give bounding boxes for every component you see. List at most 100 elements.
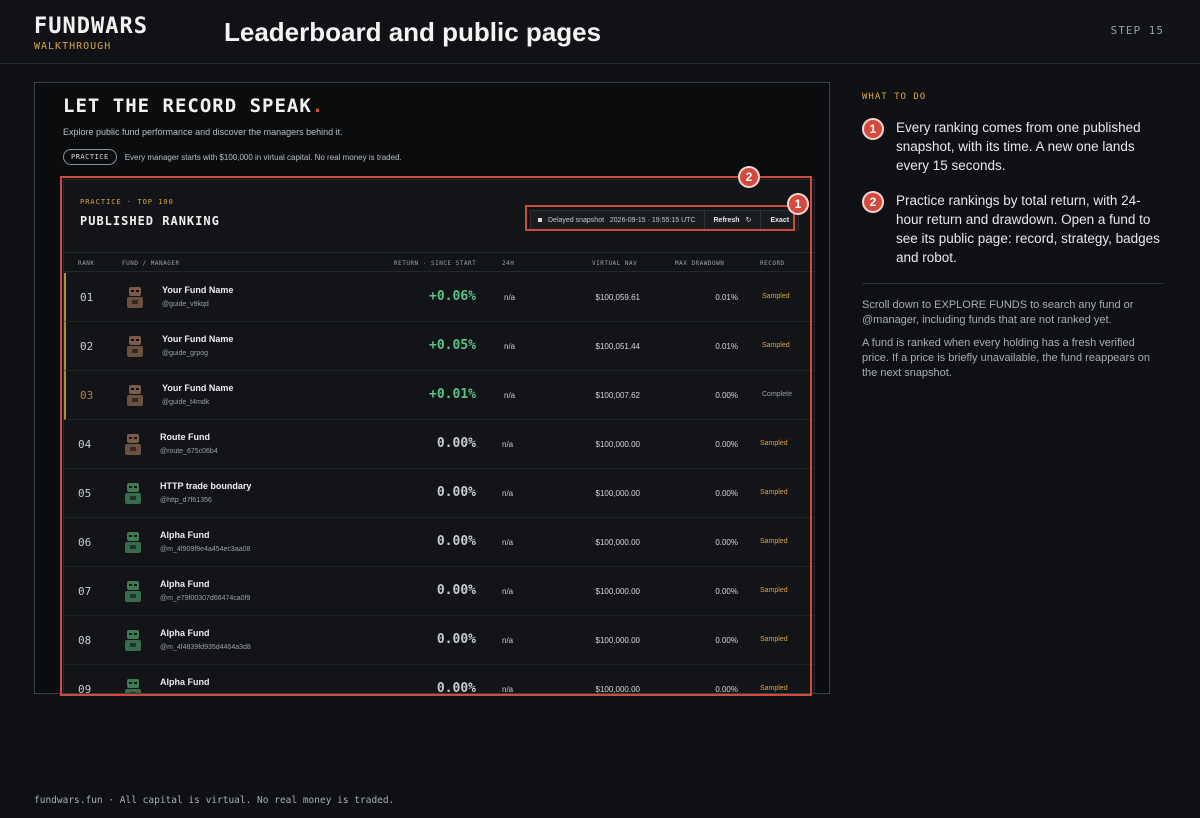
return-24h-cell: n/a [504,293,516,302]
return-24h-cell: n/a [502,440,514,449]
return-cell: 0.00% [436,534,476,549]
instruction-step-1: 1 Every ranking comes from one published… [862,118,1164,175]
brand-name: FUNDWARS [34,14,148,39]
manager-handle[interactable]: @guide_t4mdk [162,399,210,406]
robot-avatar-icon [122,481,144,507]
fund-name[interactable]: Alpha Fund [160,530,210,540]
rank-cell: 09 [78,683,92,694]
virtual-nav-cell: $100,000.00 [595,587,641,596]
table-row[interactable]: 07 Alpha Fund @m_e79f00307d66474ca0f9 0.… [64,567,816,616]
robot-avatar-icon [124,285,146,311]
record-cell: Sampled [760,489,788,496]
virtual-nav-cell: $100,000.00 [595,636,641,645]
record-cell: Complete [762,391,792,398]
manager-handle[interactable]: @http_d7f61356 [160,497,212,504]
hero-description: Explore public fund performance and disc… [63,127,343,137]
manager-handle[interactable]: @m_e79f00307d66474ca0f9 [160,595,251,602]
manager-handle[interactable]: @m_4f4839fd935d4464a3d8 [160,644,251,651]
rank-cell: 04 [78,438,92,451]
manager-handle[interactable]: @m_4f909f9e4a454ec3aa08 [160,546,251,553]
fund-name[interactable]: Alpha Fund [160,677,210,687]
robot-avatar-icon [124,383,146,409]
table-row[interactable]: 03 Your Fund Name @guide_t4mdk +0.01% n/… [64,371,816,420]
table-row[interactable]: 08 Alpha Fund @m_4f4839fd935d4464a3d8 0.… [64,616,816,665]
refresh-label: Refresh [713,216,740,224]
page-title: Leaderboard and public pages [224,17,602,47]
table-row[interactable]: 05 HTTP trade boundary @http_d7f61356 0.… [64,469,816,518]
snapshot-bar: Delayed snapshot 2026-09-15 · 19:55:15 U… [530,210,800,230]
step-number-1: 1 [862,118,884,140]
hero-title-dot: . [311,95,325,117]
ranking-panel: PRACTICE · TOP 100 PUBLISHED RANKING Del… [63,179,816,694]
fund-name[interactable]: Your Fund Name [162,334,234,344]
brand: FUNDWARS WALKTHROUGH [34,14,148,52]
ranking-rule-note: A fund is ranked when every holding has … [862,337,1150,379]
drawdown-cell: 0.00% [715,685,738,694]
return-cell: 0.00% [436,632,476,647]
record-cell: Sampled [760,636,788,643]
footer: fundwars.fun · All capital is virtual. N… [34,795,395,806]
robot-avatar-icon [122,628,144,654]
virtual-nav-cell: $100,000.00 [595,489,641,498]
col-fund: FUND / MANAGER [122,260,180,267]
record-cell: Sampled [762,293,790,300]
manager-handle[interactable]: @guide_grpog [162,350,209,357]
col-rank: RANK [78,260,95,267]
robot-avatar-icon [122,530,144,556]
drawdown-cell: 0.00% [715,538,738,547]
refresh-icon: ↻ [745,217,752,224]
snapshot-meta: Delayed snapshot 2026-09-15 · 19:55:15 U… [548,217,704,224]
fund-name[interactable]: Your Fund Name [162,383,234,393]
table-header: RANK FUND / MANAGER RETURN · SINCE START… [64,252,816,272]
return-24h-cell: n/a [502,636,514,645]
snapshot-status-icon [538,218,542,222]
return-24h-cell: n/a [504,342,516,351]
drawdown-cell: 0.00% [715,391,738,400]
robot-avatar-icon [122,579,144,605]
step-number-2: 2 [862,191,884,213]
manager-handle[interactable]: @guide_v9kqd [162,301,209,308]
virtual-nav-cell: $100,051.44 [595,342,641,351]
record-cell: Sampled [760,440,788,447]
return-24h-cell: n/a [504,391,516,400]
exact-button[interactable]: Exact [760,210,798,230]
top-bar: FUNDWARS WALKTHROUGH Leaderboard and pub… [0,0,1200,64]
what-to-do-label: WHAT TO DO [862,92,927,102]
table-row[interactable]: 04 Route Fund @route_675c06b4 0.00% n/a … [64,420,816,469]
record-cell: Sampled [762,342,790,349]
table-row[interactable]: 01 Your Fund Name @guide_v9kqd +0.06% n/… [64,273,816,322]
hero-note: Every manager starts with $100,000 in vi… [124,152,402,162]
return-24h-cell: n/a [502,538,514,547]
snapshot-time: 2026-09-15 · 19:55:15 UTC [609,216,696,224]
virtual-nav-cell: $100,000.00 [595,685,641,694]
return-cell: +0.06% [429,289,476,304]
manager-handle[interactable]: @route_675c06b4 [160,448,218,455]
fund-name[interactable]: Route Fund [160,432,210,442]
drawdown-cell: 0.00% [715,636,738,645]
fund-name[interactable]: Your Fund Name [162,285,234,295]
rank-cell: 02 [80,340,94,353]
return-cell: +0.01% [429,387,476,402]
annotation-badge-1: 1 [787,193,809,215]
hero-note-row: PRACTICE Every manager starts with $100,… [63,149,402,165]
fund-name[interactable]: HTTP trade boundary [160,481,252,491]
table-row[interactable]: 09 Alpha Fund 0.00% n/a $100,000.00 0.00… [64,665,816,694]
drawdown-cell: 0.00% [715,440,738,449]
rank-cell: 06 [78,536,92,549]
rank-cell: 08 [78,634,92,647]
col-drawdown: MAX DRAWDOWN [675,260,725,267]
fund-name[interactable]: Alpha Fund [160,628,210,638]
record-cell: Sampled [760,538,788,545]
col-record: RECORD [760,260,785,267]
table-row[interactable]: 06 Alpha Fund @m_4f909f9e4a454ec3aa08 0.… [64,518,816,567]
table-row[interactable]: 02 Your Fund Name @guide_grpog +0.05% n/… [64,322,816,371]
practice-pill[interactable]: PRACTICE [63,149,117,165]
drawdown-cell: 0.00% [715,587,738,596]
col-24h: 24H [502,260,515,267]
robot-avatar-icon [122,432,144,458]
leaderboard-screenshot: LET THE RECORD SPEAK. Explore public fun… [34,82,830,694]
snapshot-label: Delayed snapshot [548,216,605,224]
virtual-nav-cell: $100,007.62 [595,391,641,400]
refresh-button[interactable]: Refresh ↻ [703,210,761,230]
fund-name[interactable]: Alpha Fund [160,579,210,589]
